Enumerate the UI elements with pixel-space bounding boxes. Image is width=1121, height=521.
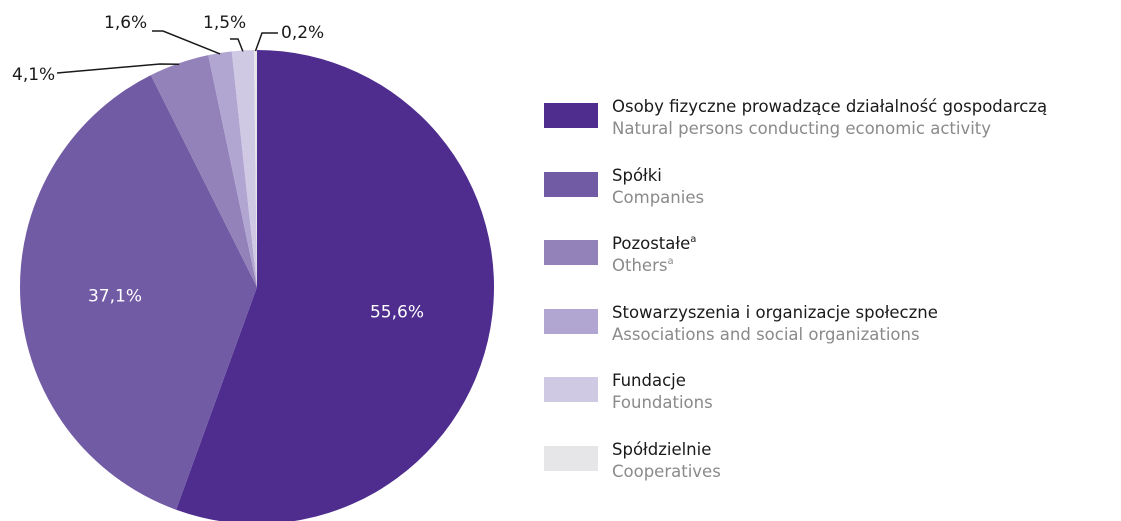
legend-label-en: Foundations [612,393,713,412]
legend-item-companies: Spółki Companies [544,165,1104,234]
leader-line-others [56,63,180,74]
pie-slice-companies [20,75,258,510]
legend-label-pl: Osoby fizyczne prowadzące działalność go… [612,97,1048,116]
pie-slice-cooperatives [254,50,257,287]
footnote-marker: a [690,234,697,245]
pie-slice-others [150,55,257,287]
data-label-foundations: 1,5% [203,13,246,33]
pie-slice-natural-persons [176,50,494,521]
footnote-marker: a [667,256,674,267]
data-label-companies: 37,1% [88,286,142,306]
legend-label-pl: Fundacje [612,371,686,390]
legend-label-pl: Pozostałea [612,234,697,253]
pie-slice-foundations [231,50,257,287]
leader-line-associations [152,30,221,55]
legend-item-foundations: Fundacje Foundations [544,370,1104,439]
legend-item-associations: Stowarzyszenia i organizacje społeczne A… [544,302,1104,371]
legend-item-cooperatives: Spółdzielnie Cooperatives [544,439,1104,508]
legend-item-natural-persons: Osoby fizyczne prowadzące działalność go… [544,96,1104,165]
pie-chart: 55,6% 37,1% 4,1% 1,6% 1,5% 0,2% [12,13,494,521]
data-label-cooperatives: 0,2% [281,23,324,43]
legend-label-pl: Spółki [612,165,662,185]
legend-label-en: Associations and social organizations [612,324,920,344]
legend-item-others: Pozostałea Othersa [544,233,1104,302]
legend-label-pl: Stowarzyszenia i organizacje społeczne [612,302,938,322]
pie-slice-associations [208,51,257,287]
data-label-others: 4,1% [12,65,55,85]
leader-line-foundations [230,38,244,52]
data-label-natural-persons: 55,6% [370,303,424,323]
legend-swatch [544,171,598,197]
legend-label-en: Companies [612,187,705,207]
leader-line-cooperatives [254,32,278,52]
legend-swatch [544,308,598,334]
data-label-associations: 1,6% [104,13,147,33]
legend-label-en: Natural persons conducting economic acti… [612,119,992,138]
legend-label-en: Othersa [612,256,674,275]
legend-swatch [544,377,598,402]
legend-swatch [544,103,598,128]
legend-label-pl: Spółdzielnie [612,439,712,459]
legend: Osoby fizyczne prowadzące działalność go… [544,96,1104,507]
legend-label-en: Cooperatives [612,461,721,481]
legend-swatch [544,445,598,471]
legend-swatch [544,240,598,265]
